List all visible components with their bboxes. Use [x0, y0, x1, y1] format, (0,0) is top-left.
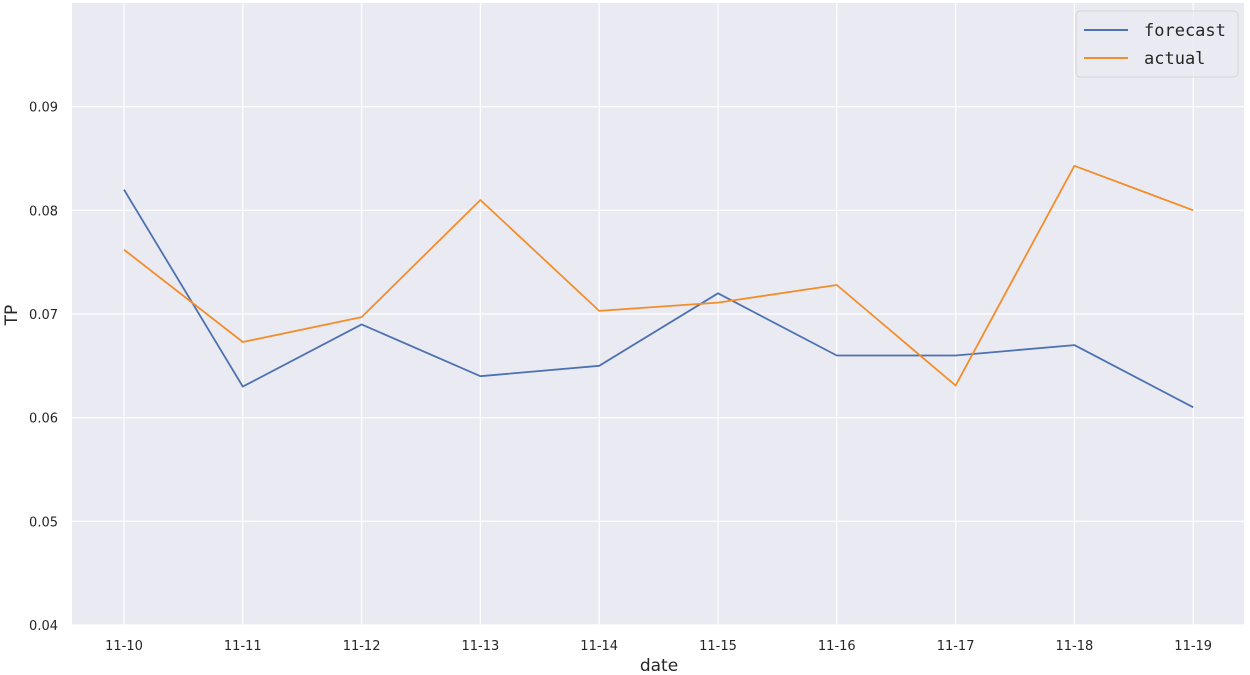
- y-axis-title: TP: [2, 305, 22, 327]
- x-tick-label: 11-16: [818, 639, 856, 654]
- x-tick-label: 11-14: [580, 639, 618, 654]
- legend-label-actual: actual: [1144, 49, 1205, 69]
- y-tick-labels: 0.04 0.05 0.06 0.07 0.08 0.09: [29, 101, 58, 634]
- legend: forecast actual: [1075, 10, 1239, 78]
- x-tick-label: 11-11: [224, 639, 262, 654]
- x-tick-label: 11-13: [462, 639, 500, 654]
- y-tick-label: 0.05: [29, 515, 58, 530]
- x-tick-label: 11-12: [343, 639, 381, 654]
- x-tick-label: 11-17: [937, 639, 975, 654]
- x-tick-label: 11-18: [1056, 639, 1094, 654]
- y-tick-label: 0.08: [29, 204, 58, 219]
- series-line-actual: [123, 164, 1194, 387]
- y-tick-label: 0.06: [29, 412, 58, 427]
- x-tick-labels: 11-10 11-11 11-12 11-13 11-14 11-15 11-16 11-17…: [105, 639, 1212, 654]
- x-axis-title: date: [640, 656, 678, 675]
- y-tick-label: 0.09: [29, 101, 58, 116]
- series-line-forecast: [123, 189, 1194, 409]
- y-tick-label: 0.07: [29, 308, 58, 323]
- series-lines: [123, 164, 1194, 409]
- legend-box: [1075, 10, 1239, 78]
- y-tick-label: 0.04: [29, 619, 58, 634]
- x-tick-label: 11-19: [1174, 639, 1212, 654]
- x-tick-label: 11-10: [105, 639, 143, 654]
- legend-label-forecast: forecast: [1144, 21, 1226, 41]
- grid-lines: [72, 3, 1244, 626]
- x-tick-label: 11-15: [699, 639, 737, 654]
